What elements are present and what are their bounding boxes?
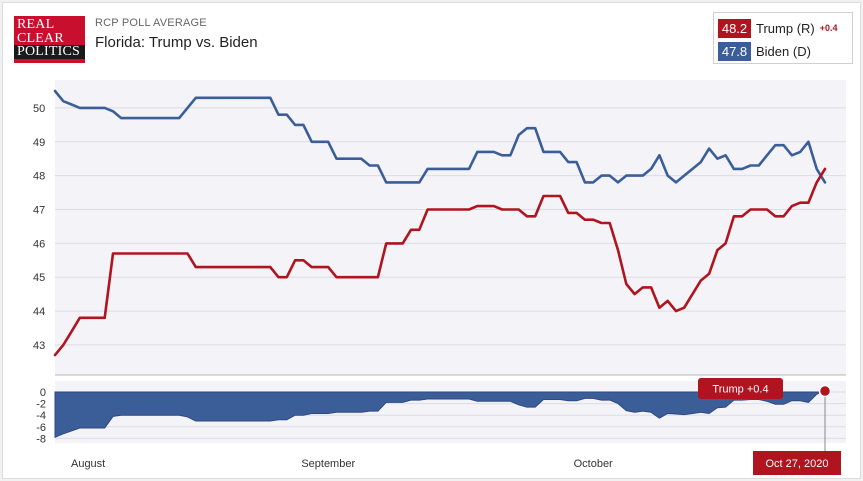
y-tick-label: 46 [33, 238, 45, 250]
x-tick-label: August [71, 458, 105, 470]
date-badge-label: Oct 27, 2020 [766, 458, 829, 470]
logo-line-1: REAL [17, 17, 55, 32]
y-tick-label: 44 [33, 306, 45, 318]
y-tick-label: 47 [33, 204, 45, 216]
annotation-label: Trump +0.4 [712, 384, 768, 396]
spread-marker [818, 384, 832, 398]
chart-subtitle: RCP POLL AVERAGE [95, 17, 207, 29]
y-tick-label: 45 [33, 272, 45, 284]
y-tick-label: 43 [33, 340, 45, 352]
y-tick-label: 48 [33, 171, 45, 183]
spread-tick-label: -4 [36, 410, 46, 422]
main-plot-background [55, 80, 846, 375]
legend-change-trump: +0.4 [819, 23, 838, 33]
x-tick-label: October [574, 458, 613, 470]
y-tick-label: 50 [33, 103, 45, 115]
legend-item-biden[interactable]: 47.8 Biden (D) [718, 40, 848, 62]
date-badge [753, 451, 841, 475]
legend-value-trump: 48.2 [718, 18, 751, 38]
logo-line-3: POLITICS [14, 45, 85, 59]
spread-tick-label: -6 [36, 422, 46, 434]
annotation-tooltip [698, 378, 783, 399]
legend-item-trump[interactable]: 48.2 Trump (R) +0.4 [718, 17, 848, 39]
y-tick-label: 49 [33, 137, 45, 149]
legend-value-biden: 47.8 [718, 41, 751, 61]
spread-area [54, 388, 826, 438]
chart-title: Florida: Trump vs. Biden [95, 34, 258, 51]
biden-line [53, 89, 827, 184]
rcp-logo[interactable]: REAL CLEAR POLITICS [14, 16, 85, 63]
spread-tick-label: 0 [40, 387, 46, 399]
legend-label-trump: Trump (R) [756, 20, 815, 36]
logo-line-2: CLEAR [17, 30, 64, 46]
legend-label-biden: Biden (D) [756, 43, 811, 59]
trump-line [53, 167, 827, 357]
spread-tick-label: -2 [36, 399, 46, 411]
legend: 48.2 Trump (R) +0.4 47.8 Biden (D) [713, 12, 853, 64]
x-tick-label: September [301, 458, 355, 470]
spread-tick-label: -8 [36, 433, 46, 445]
